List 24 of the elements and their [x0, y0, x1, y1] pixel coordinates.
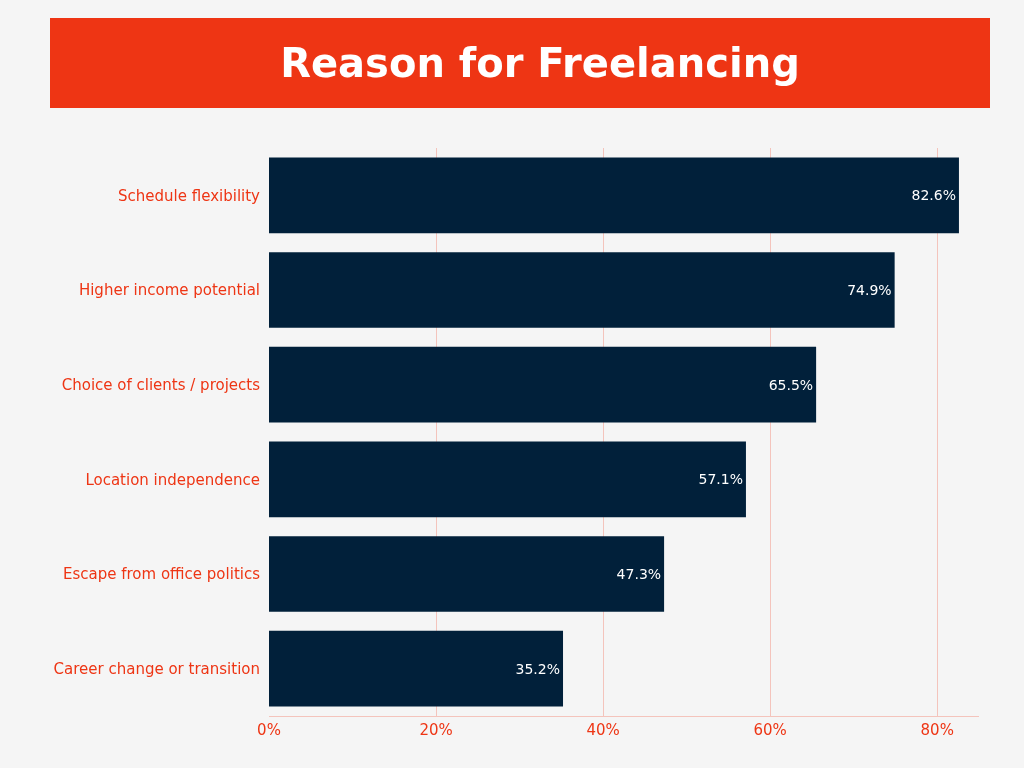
data-label: 35.2%	[515, 660, 561, 677]
data-label: 74.9%	[847, 282, 892, 298]
y-tick-label: Location independence	[85, 470, 260, 489]
y-tick-label: Escape from office politics	[63, 565, 261, 584]
y-tick-label: Schedule flexibility	[118, 186, 261, 205]
y-tick-label: Higher income potential	[78, 281, 260, 300]
bar	[269, 157, 959, 234]
y-tick-label: Choice of clients / projects	[61, 375, 261, 394]
chart-title: Reason for Freelancing	[280, 40, 800, 86]
bar	[269, 630, 564, 707]
data-label: 57.1%	[698, 471, 743, 488]
x-tick-label: 60%	[753, 721, 787, 739]
bar	[269, 441, 746, 518]
data-label: 82.6%	[911, 187, 956, 204]
x-tick-label: 0%	[257, 721, 281, 739]
x-tick-label: 20%	[419, 721, 453, 739]
data-label: 65.5%	[768, 376, 814, 393]
bar	[269, 346, 817, 423]
bar	[269, 536, 665, 612]
x-tick-label: 40%	[586, 721, 620, 739]
x-tick-label: 80%	[920, 721, 954, 739]
bar	[269, 252, 895, 328]
data-label: 47.3%	[616, 566, 662, 582]
y-tick-label: Career change or transition	[53, 659, 260, 678]
